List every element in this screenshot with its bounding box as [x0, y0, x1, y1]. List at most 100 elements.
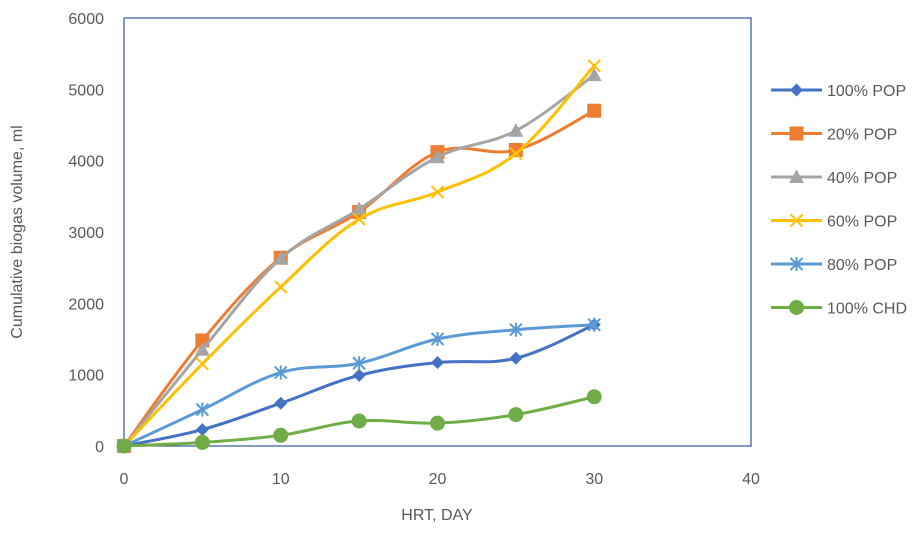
plot-area-border [123, 17, 752, 447]
circle-marker-shape [351, 413, 367, 429]
legend-label: 40% POP [827, 170, 897, 187]
series-100-pop [117, 318, 601, 453]
triangle-marker-shape [789, 169, 804, 183]
data-point [116, 438, 132, 454]
triangle-marker-shape [586, 67, 602, 82]
legend-marker [789, 300, 804, 315]
legend-item: 60% POP [771, 214, 897, 231]
x-marker-shape [789, 213, 804, 228]
y-tick-label: 6000 [68, 11, 104, 28]
data-point [430, 185, 445, 199]
x-marker-shape [274, 280, 288, 294]
legend-label: 80% POP [827, 257, 897, 274]
data-point [509, 322, 523, 337]
data-point [352, 368, 366, 382]
circle-marker-shape [789, 300, 804, 315]
data-point [351, 201, 367, 216]
star-marker-shape [274, 365, 288, 380]
star-marker-shape [195, 402, 210, 417]
triangle-marker-shape [273, 250, 289, 265]
data-point [430, 415, 445, 431]
circle-marker-shape [430, 415, 445, 431]
x-tick-label: 40 [742, 471, 760, 488]
series-60-pop [117, 59, 601, 453]
legend-item: 40% POP [771, 169, 897, 187]
x-tick-label: 20 [429, 471, 447, 488]
data-point [430, 149, 445, 164]
series-line [122, 64, 596, 448]
data-point [194, 434, 210, 450]
square-marker-shape [508, 142, 523, 157]
legend-marker [789, 169, 804, 183]
star-marker-shape [509, 322, 523, 337]
legend-label: 100% CHD [827, 301, 907, 318]
data-point [273, 250, 289, 265]
data-point [194, 342, 210, 356]
x-axis-title: HRT, DAY [401, 507, 473, 524]
data-point [587, 103, 602, 118]
series-40-pop [116, 67, 602, 452]
x-tick-label: 0 [120, 471, 129, 488]
series-20-pop [117, 103, 602, 453]
diamond-marker-shape [195, 423, 209, 437]
data-point [430, 332, 445, 346]
star-marker-shape [352, 356, 366, 371]
circle-marker-shape [273, 427, 289, 443]
legend-label: 100% POP [827, 83, 906, 100]
x-marker-shape [352, 212, 366, 226]
x-marker-shape [509, 146, 523, 161]
data-point [509, 146, 523, 161]
data-point [351, 413, 367, 429]
data-point [274, 396, 288, 410]
diamond-marker-shape [431, 356, 444, 370]
square-marker-shape [789, 126, 804, 141]
circle-marker-shape [116, 438, 132, 454]
circle-marker-shape [508, 407, 524, 423]
y-tick-label: 0 [95, 439, 104, 456]
circle-marker-shape [586, 389, 602, 405]
y-tick-label: 4000 [68, 154, 104, 171]
legend-label: 60% POP [827, 214, 897, 231]
legend-marker [790, 83, 803, 97]
data-point [352, 356, 366, 371]
data-point [195, 402, 210, 417]
diamond-marker-shape [352, 368, 366, 382]
diamond-marker-shape [274, 396, 288, 410]
data-point [273, 427, 289, 443]
y-axis-title: Cumulative biogas volume, ml [9, 125, 26, 338]
circle-marker-shape [194, 434, 210, 450]
series-100-chd [116, 389, 602, 454]
series-line [122, 109, 596, 448]
diamond-marker-shape [790, 83, 803, 97]
star-marker-shape [789, 257, 804, 271]
legend-marker [789, 257, 804, 271]
data-point [274, 365, 288, 380]
data-point [586, 389, 602, 405]
legend-item: 100% POP [771, 83, 906, 100]
star-marker-shape [430, 332, 445, 346]
data-point [508, 407, 524, 423]
data-point [509, 351, 523, 365]
y-tick-label: 3000 [68, 225, 104, 242]
legend-item: 100% CHD [771, 300, 907, 318]
legend-label: 20% POP [827, 127, 897, 144]
legend-item: 80% POP [771, 257, 897, 274]
y-tick-label: 2000 [68, 296, 104, 313]
diamond-marker-shape [509, 351, 523, 365]
data-point [195, 357, 210, 371]
data-point [508, 142, 523, 157]
data-point [195, 423, 209, 437]
legend-marker [789, 126, 804, 141]
triangle-marker-shape [351, 201, 367, 216]
y-tick-label: 1000 [68, 368, 104, 385]
data-point [431, 356, 444, 370]
data-point [508, 123, 524, 137]
data-point [587, 317, 601, 332]
x-tick-label: 30 [585, 471, 603, 488]
x-tick-label: 10 [272, 471, 290, 488]
legend-item: 20% POP [771, 126, 897, 144]
data-point [586, 67, 602, 82]
data-point [352, 212, 366, 226]
x-marker-shape [195, 357, 210, 371]
